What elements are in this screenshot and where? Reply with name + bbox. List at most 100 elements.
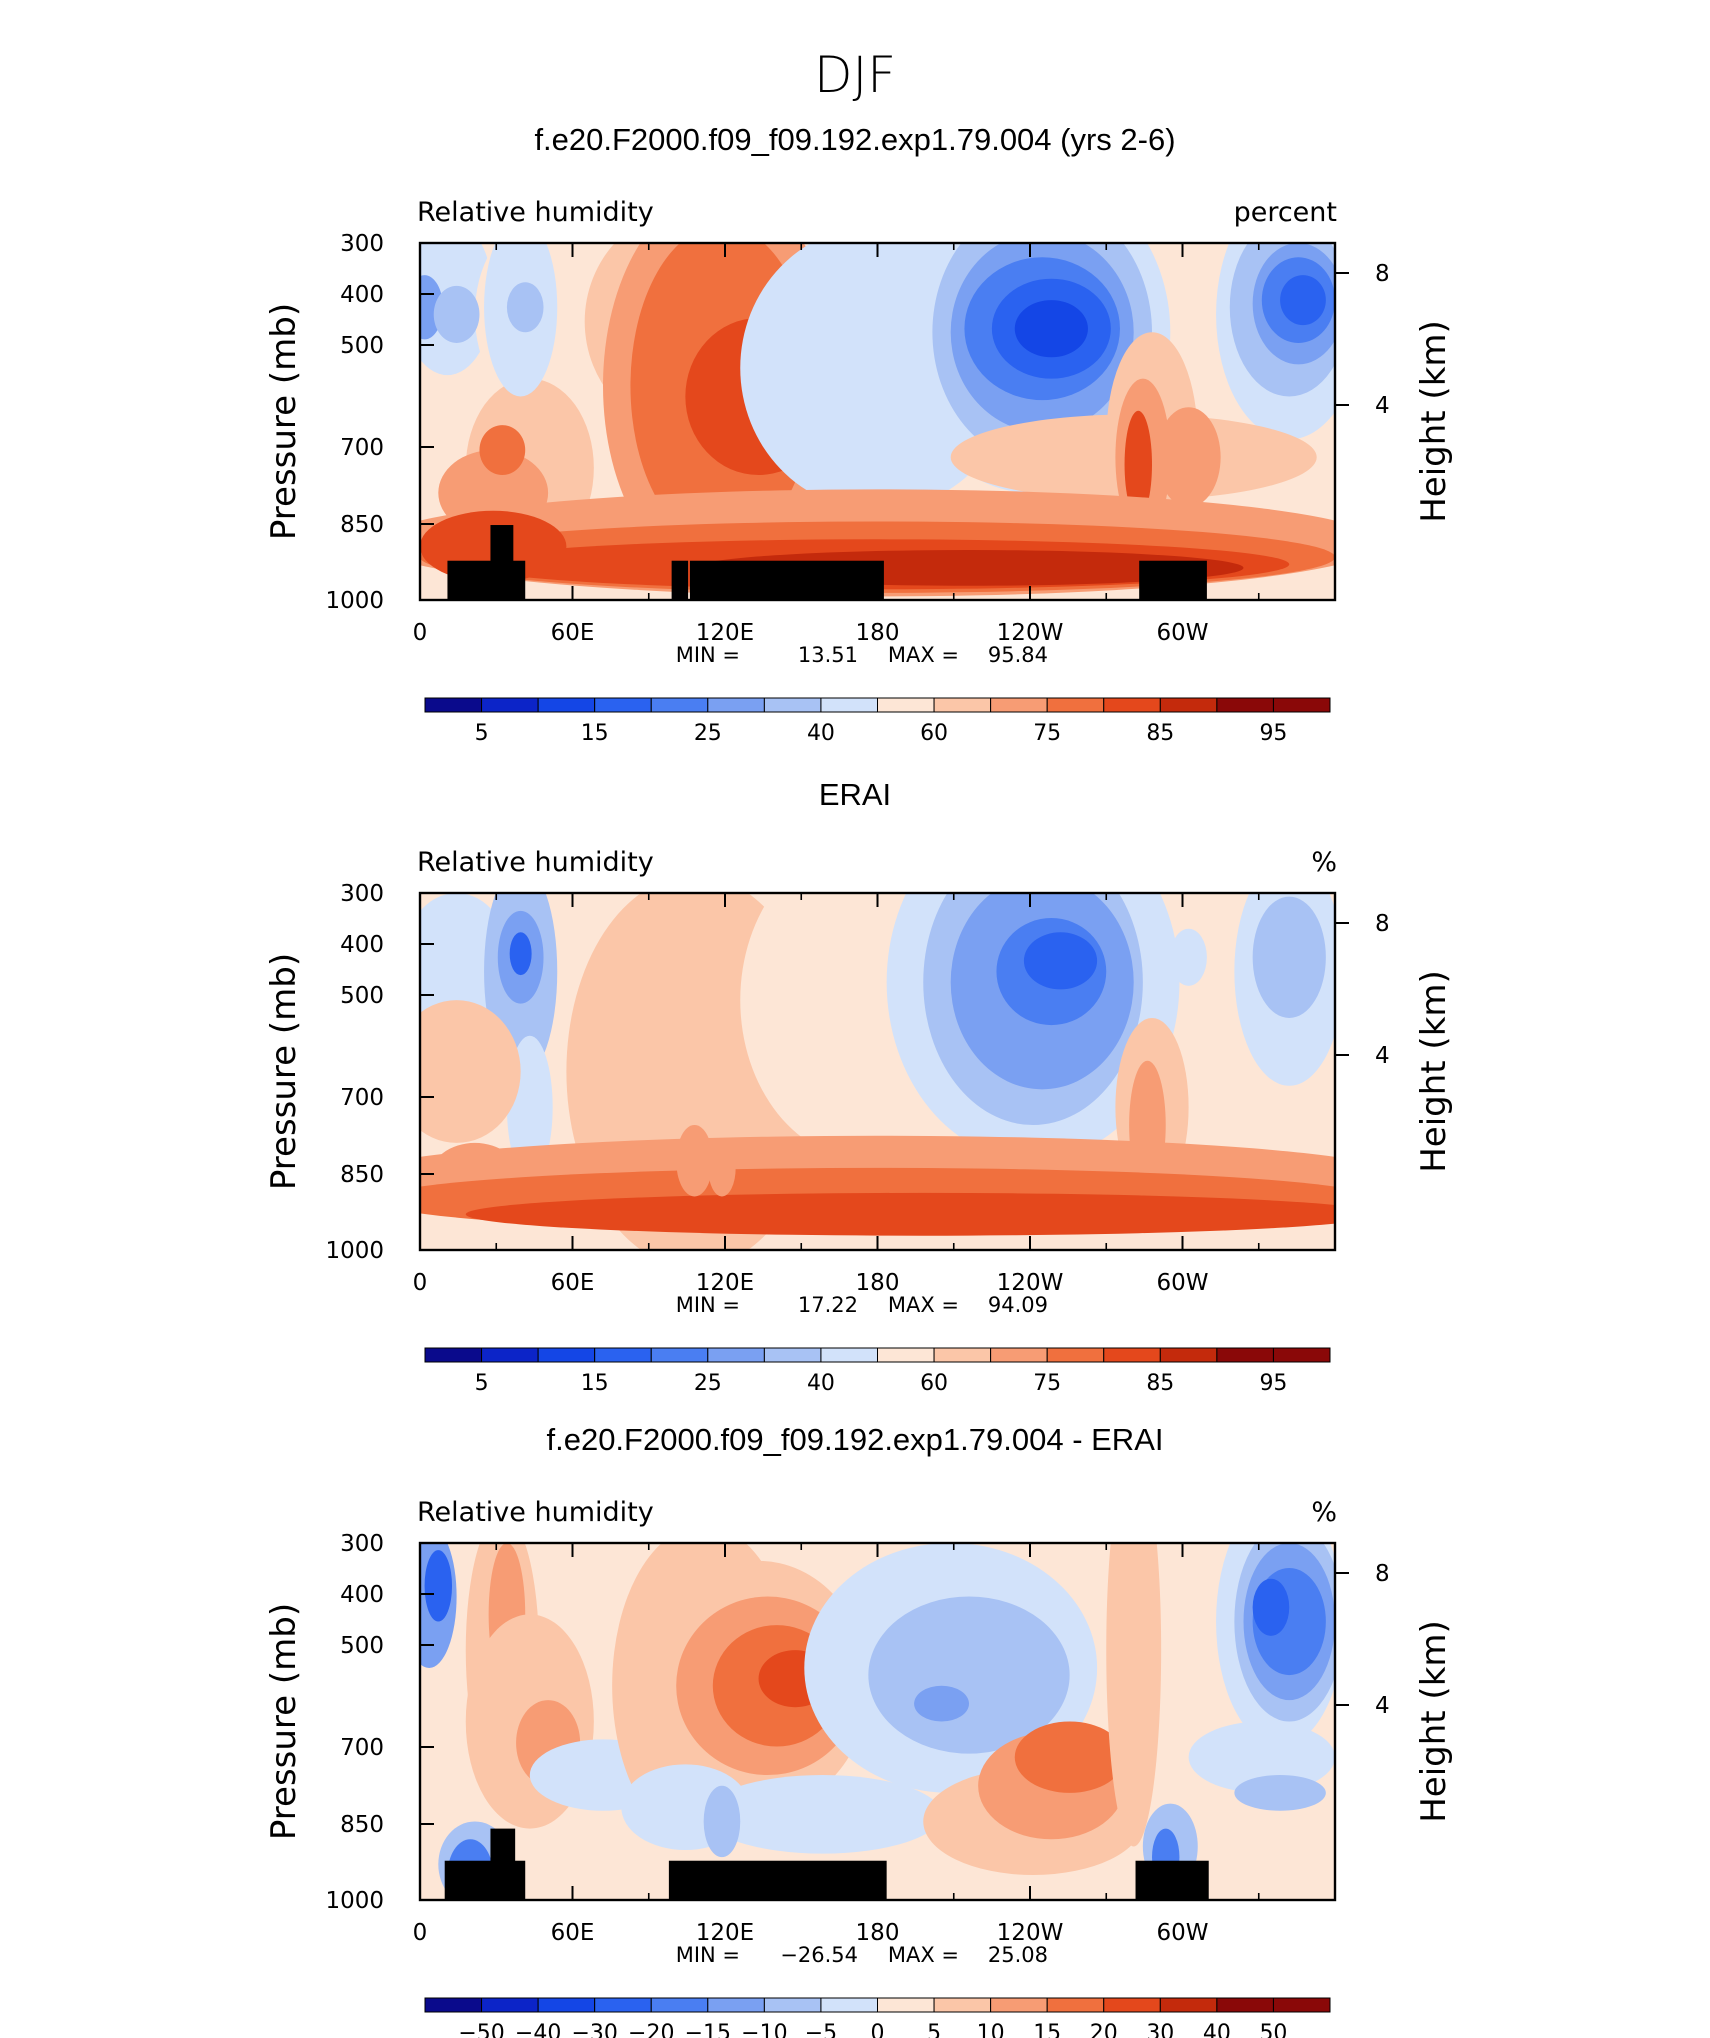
colorbar-label: −10 [741, 2021, 787, 2038]
height-tick-label: 8 [1375, 1561, 1390, 1587]
panels: f.e20.F2000.f09_f09.192.exp1.79.004 (yrs… [264, 122, 1454, 2038]
y-tick-label: 700 [340, 1085, 384, 1111]
x-tick-label: 180 [856, 1270, 900, 1296]
colorbar-label: 15 [1033, 2021, 1061, 2038]
chart-panel-2: ERAI Relative humidity % 0 60E 120E 180 120W 60W… [264, 777, 1454, 1396]
colorbar-box [594, 697, 652, 713]
height-tick-label: 8 [1375, 911, 1390, 937]
y-tick-label: 400 [340, 282, 384, 308]
contour-region [708, 1139, 736, 1197]
y-tick-label: 850 [340, 1812, 384, 1838]
max-value: 25.08 [988, 1943, 1048, 1967]
contour-field [420, 1543, 1335, 1900]
colorbar-label: 75 [1033, 721, 1061, 746]
colorbar-label: 60 [920, 721, 948, 746]
x-tick-label: 180 [856, 620, 900, 646]
colorbar-label: 75 [1033, 1371, 1061, 1396]
colorbar-label: 25 [694, 1371, 722, 1396]
contour-region [868, 1596, 1070, 1754]
colorbar-box [650, 1997, 709, 2013]
colorbar-box [1103, 697, 1161, 713]
colorbar-box [763, 1997, 822, 2013]
colorbar-box [424, 1347, 483, 1363]
y-axis-title-right: Height (km) [1414, 320, 1454, 523]
contour-region [1188, 1721, 1335, 1793]
min-value: 13.51 [798, 643, 858, 667]
colorbar-label: 0 [871, 2021, 885, 2038]
x-tick-label: 120W [997, 620, 1064, 646]
colorbar-label: −40 [515, 2021, 561, 2038]
colorbar-box [1046, 1997, 1105, 2013]
contour-region [1014, 300, 1088, 358]
y-axis-title-right: Height (km) [1414, 1620, 1454, 1823]
topography-mask [1139, 560, 1207, 600]
colorbar-label: 85 [1146, 1371, 1174, 1396]
colorbar-box [877, 697, 935, 713]
topography-mask [490, 525, 514, 600]
colorbar-label: 40 [1203, 2021, 1231, 2038]
y-tick-label: 1000 [325, 1238, 384, 1264]
y-tick-label: 300 [340, 881, 384, 907]
height-tick-label: 4 [1375, 393, 1390, 419]
chart-panel-3: f.e20.F2000.f09_f09.192.exp1.79.004 - ER… [264, 1422, 1454, 2038]
max-label: MAX = [888, 1293, 959, 1317]
colorbar-box [424, 1997, 483, 2013]
colorbar-label: 40 [807, 721, 835, 746]
panel-title: f.e20.F2000.f09_f09.192.exp1.79.004 - ER… [546, 1422, 1163, 1457]
contour-region [509, 932, 532, 976]
colorbar-box [707, 697, 765, 713]
contour-region [1106, 1543, 1162, 1847]
colorbar-box [990, 1997, 1048, 2013]
y-axis-title-right: Height (km) [1414, 970, 1454, 1173]
colorbar: −50 −40 −30 −20 −15 −10 −5 0 5 10 15 20 30 40 50 [424, 1997, 1331, 2038]
colorbar-box [650, 697, 709, 713]
colorbar-box [481, 1347, 539, 1363]
colorbar-box [990, 697, 1048, 713]
panel-title: ERAI [819, 777, 891, 812]
x-tick-label: 120W [997, 1920, 1064, 1946]
min-value: 17.22 [798, 1293, 858, 1317]
chart-panel-1: f.e20.F2000.f09_f09.192.exp1.79.004 (yrs… [264, 122, 1454, 746]
colorbar-box [537, 1347, 596, 1363]
min-value: −26.54 [780, 1943, 858, 1967]
x-tick-label: 60E [551, 620, 595, 646]
contour-region [420, 1000, 521, 1143]
colorbar-box [481, 697, 539, 713]
colorbar-box [1216, 1997, 1274, 2013]
max-value: 95.84 [988, 643, 1048, 667]
colorbar-box [424, 697, 483, 713]
colorbar-label: 5 [927, 2021, 941, 2038]
x-tick-label: 0 [413, 1270, 428, 1296]
colorbar-label: 95 [1259, 721, 1287, 746]
contour-region [1124, 410, 1152, 518]
colorbar-box [763, 697, 822, 713]
y-tick-label: 1000 [325, 588, 384, 614]
y-tick-label: 850 [340, 1162, 384, 1188]
colorbar-label: −50 [458, 2021, 504, 2038]
x-tick-label: 60W [1156, 1270, 1208, 1296]
colorbar-box [820, 1997, 878, 2013]
colorbar-box [990, 1347, 1048, 1363]
units-label: % [1311, 1497, 1337, 1528]
x-tick-label: 120E [696, 620, 754, 646]
min-label: MIN = [676, 643, 740, 667]
y-tick-label: 500 [340, 333, 384, 359]
y-tick-label: 850 [340, 512, 384, 538]
variable-label: Relative humidity [417, 1497, 654, 1528]
page-title: DJF [814, 46, 896, 104]
topography-mask [1135, 1860, 1209, 1900]
contour-region [465, 1192, 1335, 1236]
variable-label: Relative humidity [417, 197, 654, 228]
colorbar-box [707, 1347, 765, 1363]
max-value: 94.09 [988, 1293, 1048, 1317]
y-tick-label: 700 [340, 435, 384, 461]
min-label: MIN = [676, 1943, 740, 1967]
y-tick-label: 500 [340, 1633, 384, 1659]
contour-region [433, 285, 480, 343]
colorbar-box [877, 1347, 935, 1363]
y-tick-label: 400 [340, 1582, 384, 1608]
colorbar: 5 15 25 40 60 75 85 95 [424, 1347, 1331, 1396]
colorbar-label: 40 [807, 1371, 835, 1396]
colorbar-box [933, 1997, 992, 2013]
colorbar-label: 85 [1146, 721, 1174, 746]
